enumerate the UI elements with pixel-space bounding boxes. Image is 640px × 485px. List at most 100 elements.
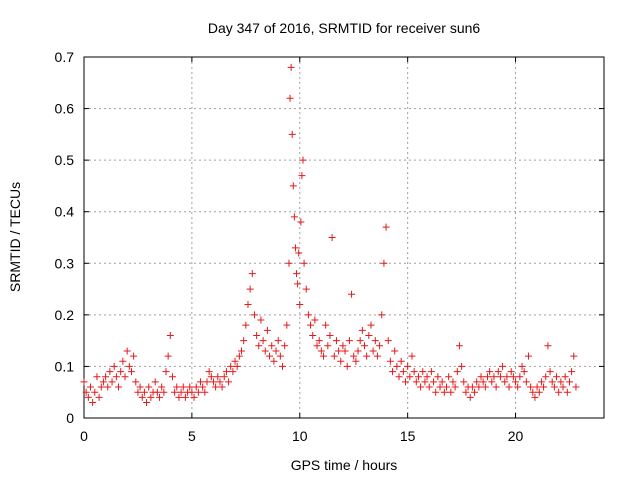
axes: 0 5 10 15 20 0 0.1 0.2 0.3 0.4 0.5 0.6 0.7 [55, 49, 605, 444]
data-point [125, 362, 133, 370]
data-point [296, 301, 304, 309]
data-point [164, 352, 172, 360]
data-point [302, 285, 310, 293]
data-point [225, 378, 233, 386]
data-point [145, 383, 153, 391]
data-point [102, 373, 110, 381]
data-point [199, 383, 207, 391]
data-point [466, 393, 474, 401]
data-point [401, 378, 409, 386]
data-point [389, 368, 397, 376]
data-point [266, 352, 274, 360]
data-point [218, 383, 226, 391]
data-point [143, 399, 151, 407]
data-point [535, 388, 543, 396]
data-point [160, 388, 168, 396]
data-point [518, 362, 526, 370]
data-point [259, 337, 267, 345]
grid-lines [84, 57, 604, 418]
data-point [287, 63, 295, 71]
y-tick-label: 0.6 [55, 101, 75, 117]
data-point [373, 352, 381, 360]
data-point [339, 342, 347, 350]
data-point [354, 347, 362, 355]
data-point [550, 383, 558, 391]
data-point [380, 259, 388, 267]
data-point [559, 383, 567, 391]
data-point [492, 383, 500, 391]
data-point [542, 373, 550, 381]
data-point [153, 388, 161, 396]
data-point [432, 388, 440, 396]
data-point [320, 352, 328, 360]
data-point [171, 388, 179, 396]
data-point [108, 378, 116, 386]
data-point [205, 368, 213, 376]
data-point [311, 316, 319, 324]
y-tick-label: 0.5 [55, 152, 75, 168]
data-point [162, 368, 170, 376]
data-point [93, 373, 101, 381]
data-point [332, 337, 340, 345]
data-point [505, 383, 513, 391]
data-point [209, 378, 217, 386]
data-point [270, 357, 278, 365]
data-point [227, 362, 235, 370]
data-point [317, 347, 325, 355]
data-point [190, 393, 198, 401]
data-point [233, 362, 241, 370]
data-point [315, 337, 323, 345]
data-point [384, 337, 392, 345]
data-point [268, 342, 276, 350]
data-point [281, 342, 289, 350]
data-point [297, 218, 305, 226]
data-point [369, 347, 377, 355]
data-point [112, 373, 120, 381]
data-point [203, 378, 211, 386]
data-point [156, 393, 164, 401]
data-point [481, 383, 489, 391]
data-point [442, 383, 450, 391]
data-point [127, 368, 135, 376]
data-point [565, 378, 573, 386]
x-tick-label: 0 [80, 428, 88, 444]
data-point [300, 259, 308, 267]
chart-title: Day 347 of 2016, SRMTID for receiver sun… [208, 20, 481, 36]
data-point [393, 362, 401, 370]
data-point [520, 368, 528, 376]
data-point [458, 362, 466, 370]
data-point [395, 373, 403, 381]
data-point [212, 383, 220, 391]
data-point [568, 368, 576, 376]
data-point [214, 373, 222, 381]
data-point [117, 368, 125, 376]
data-point [307, 321, 315, 329]
data-point [173, 383, 181, 391]
data-point [285, 259, 293, 267]
data-point [291, 244, 299, 252]
data-point [367, 321, 375, 329]
data-point [326, 331, 334, 339]
data-point [440, 388, 448, 396]
data-point [496, 373, 504, 381]
data-point [386, 357, 394, 365]
data-point [304, 311, 312, 319]
data-point [175, 393, 183, 401]
data-point [324, 342, 332, 350]
data-point [313, 342, 321, 350]
data-point [453, 368, 461, 376]
data-point [84, 393, 92, 401]
data-point [479, 378, 487, 386]
data-point [527, 383, 535, 391]
data-point [86, 383, 94, 391]
data-point [283, 321, 291, 329]
data-point [449, 378, 457, 386]
data-point [365, 331, 373, 339]
y-tick-label: 0.2 [55, 307, 75, 323]
data-point [298, 172, 306, 180]
data-point [436, 383, 444, 391]
data-point [89, 399, 97, 407]
data-point [341, 347, 349, 355]
